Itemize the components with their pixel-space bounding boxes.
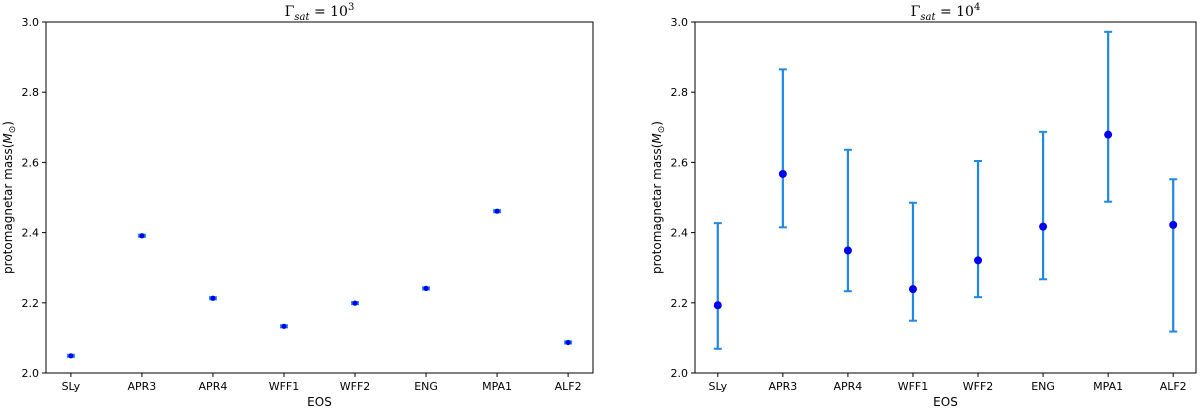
- error-bar: [1169, 178, 1178, 333]
- x-tick-label: SLy: [708, 380, 727, 393]
- y-tick-label: 2.6: [22, 156, 40, 169]
- ylabel-sub: ⊙: [657, 126, 667, 134]
- y-axis-label: protomagnetar mass(M⊙): [1, 121, 18, 274]
- y-tick-label: 2.2: [671, 297, 689, 310]
- error-bar: [778, 68, 787, 229]
- data-point: [352, 300, 358, 306]
- y-tick-label: 2.4: [671, 227, 689, 240]
- data-point: [713, 301, 722, 310]
- data-point: [423, 285, 429, 292]
- title-eq: = 10: [936, 4, 974, 20]
- y-tick-label: 3.0: [671, 16, 689, 29]
- y-tick-label: 2.6: [671, 156, 689, 169]
- x-tick-label: WFF1: [898, 380, 929, 393]
- x-tick-label: ALF2: [1160, 380, 1187, 393]
- ylabel-main: protomagnetar mass(: [1, 144, 15, 274]
- data-point: [1039, 222, 1048, 231]
- error-bar: [1039, 130, 1048, 281]
- y-tick-label: 2.4: [22, 227, 40, 240]
- title-sub: sat: [920, 12, 936, 23]
- title-base: Γ: [911, 4, 921, 20]
- x-tick-label: ALF2: [555, 380, 582, 393]
- title-base: Γ: [285, 4, 295, 20]
- data-point: [565, 339, 571, 346]
- error-bar: [974, 159, 983, 299]
- ylabel-main: protomagnetar mass(: [650, 144, 664, 274]
- y-tick-label: 3.0: [22, 16, 40, 29]
- y-axis-label: protomagnetar mass(M⊙): [650, 121, 667, 274]
- data-point: [908, 285, 917, 294]
- ylabel-close: ): [650, 121, 664, 126]
- x-axis-label: EOS: [307, 395, 332, 409]
- data-point: [281, 323, 287, 329]
- title-sup: 4: [974, 2, 980, 13]
- axes-frame: [694, 21, 1197, 374]
- x-tick-label: ENG: [1031, 380, 1055, 393]
- data-point: [1104, 130, 1113, 139]
- x-tick-label: APR3: [768, 380, 797, 393]
- y-tick-label: 2.0: [22, 367, 40, 380]
- data-point: [974, 256, 983, 265]
- error-bar: [713, 222, 722, 350]
- ylabel-sub: ⊙: [8, 126, 18, 134]
- title-eq: = 10: [310, 4, 348, 20]
- x-tick-label: APR4: [834, 380, 863, 393]
- x-tick-label: APR3: [128, 380, 157, 393]
- ylabel-sym: M: [1, 133, 15, 144]
- title-sub: sat: [294, 12, 310, 23]
- x-tick-label: WFF1: [269, 380, 300, 393]
- chart-left: 2.0 2.2 2.4 2.6 2.8 3.0 SLy APR3 APR4 WFF1 WFF2 ENG…: [1, 2, 594, 409]
- data-point: [494, 208, 500, 214]
- data-point: [210, 295, 216, 301]
- data-point: [843, 246, 852, 255]
- data-point: [139, 233, 145, 239]
- y-tick-label: 2.2: [22, 297, 40, 310]
- x-tick-label: APR4: [199, 380, 228, 393]
- x-tick-label: ENG: [414, 380, 438, 393]
- x-tick-label: SLy: [62, 380, 81, 393]
- x-tick-label: WFF2: [340, 380, 371, 393]
- data-point: [1169, 220, 1178, 229]
- y-tick-label: 2.8: [22, 86, 40, 99]
- chart-title: Γsat = 104: [911, 2, 981, 23]
- data-point: [68, 353, 74, 359]
- axes-frame: [45, 21, 594, 374]
- title-sup: 3: [348, 2, 354, 13]
- y-tick-label: 2.0: [671, 367, 689, 380]
- x-tick-label: MPA1: [1093, 380, 1123, 393]
- data-point: [778, 169, 787, 178]
- x-axis-label: EOS: [933, 395, 958, 409]
- x-tick-label: WFF2: [963, 380, 994, 393]
- y-tick-label: 2.8: [671, 86, 689, 99]
- chart-title: Γsat = 103: [285, 2, 355, 23]
- error-bar: [908, 201, 917, 322]
- error-bar: [1104, 30, 1113, 203]
- error-bar: [843, 148, 852, 293]
- ylabel-close: ): [1, 121, 15, 126]
- ylabel-sym: M: [650, 133, 664, 144]
- x-tick-label: MPA1: [482, 380, 512, 393]
- chart-right: 2.0 2.2 2.4 2.6 2.8 3.0 SLy APR3 APR4 WFF1 WFF2 ENG…: [650, 2, 1197, 409]
